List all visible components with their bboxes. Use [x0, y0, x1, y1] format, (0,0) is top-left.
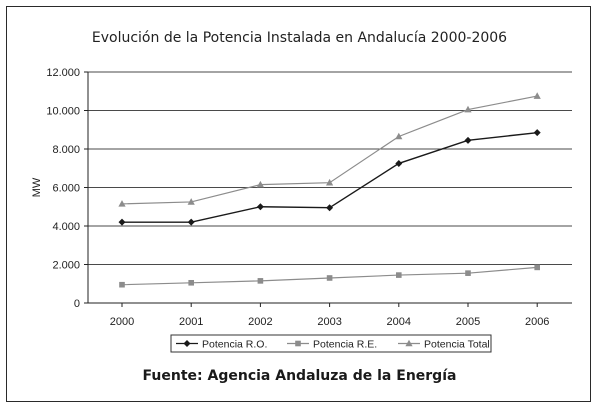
data-point: [326, 275, 333, 281]
legend: Potencia R.O. Potencia R.E. Potencia Total: [170, 334, 492, 353]
legend-swatch-marker: [405, 339, 413, 347]
data-point: [534, 264, 540, 271]
data-point: [188, 279, 194, 286]
y-tick-label: 4.000: [52, 221, 80, 233]
y-tick-label: 2.000: [52, 260, 80, 272]
x-tick-label: 2001: [179, 316, 203, 328]
data-point: [465, 270, 471, 276]
data-point: [533, 92, 541, 99]
data-point: [395, 159, 403, 167]
data-point: [395, 132, 403, 140]
data-point: [187, 198, 195, 205]
y-tick-label: 10.000: [46, 106, 80, 118]
x-tick-label: 2004: [387, 316, 411, 328]
legend-swatch-marker: [183, 340, 191, 347]
data-point: [326, 178, 334, 186]
data-point: [326, 204, 334, 212]
data-point: [257, 278, 264, 284]
x-tick-label: 2003: [317, 316, 341, 328]
data-point: [396, 272, 402, 278]
data-point: [187, 218, 195, 226]
legend-label: Potencia R.O.: [202, 339, 267, 351]
legend-label: Potencia Total: [424, 339, 490, 351]
y-tick-label: 6.000: [52, 183, 80, 195]
x-tick-label: 2000: [110, 316, 134, 328]
source-caption: Fuente: Agencia Andaluza de la Energía: [142, 368, 457, 384]
data-point: [533, 129, 541, 137]
x-tick-label: 2005: [456, 316, 480, 328]
series-potencia-r-e-: [119, 264, 540, 288]
x-tick-label: 2006: [525, 316, 549, 328]
y-tick-label: 12.000: [46, 67, 80, 79]
legend-box: [170, 334, 492, 353]
data-point: [118, 200, 126, 207]
chart-title: Evolución de la Potencia Instalada en An…: [91, 30, 508, 46]
data-point: [119, 281, 125, 288]
data-point: [464, 105, 472, 113]
x-tick-label: 2002: [248, 316, 272, 328]
y-axis-label: MW: [31, 177, 43, 197]
legend-label: Potencia R.E.: [313, 339, 377, 351]
data-point: [118, 218, 126, 226]
series-potencia-r-o-: [118, 129, 541, 226]
data-point: [256, 180, 264, 188]
y-tick-label: 0: [74, 298, 80, 310]
legend-swatch-marker: [295, 340, 301, 347]
y-tick-label: 8.000: [52, 144, 80, 156]
series-potencia-total: [118, 92, 541, 207]
data-point: [464, 136, 472, 144]
data-point: [256, 203, 264, 211]
